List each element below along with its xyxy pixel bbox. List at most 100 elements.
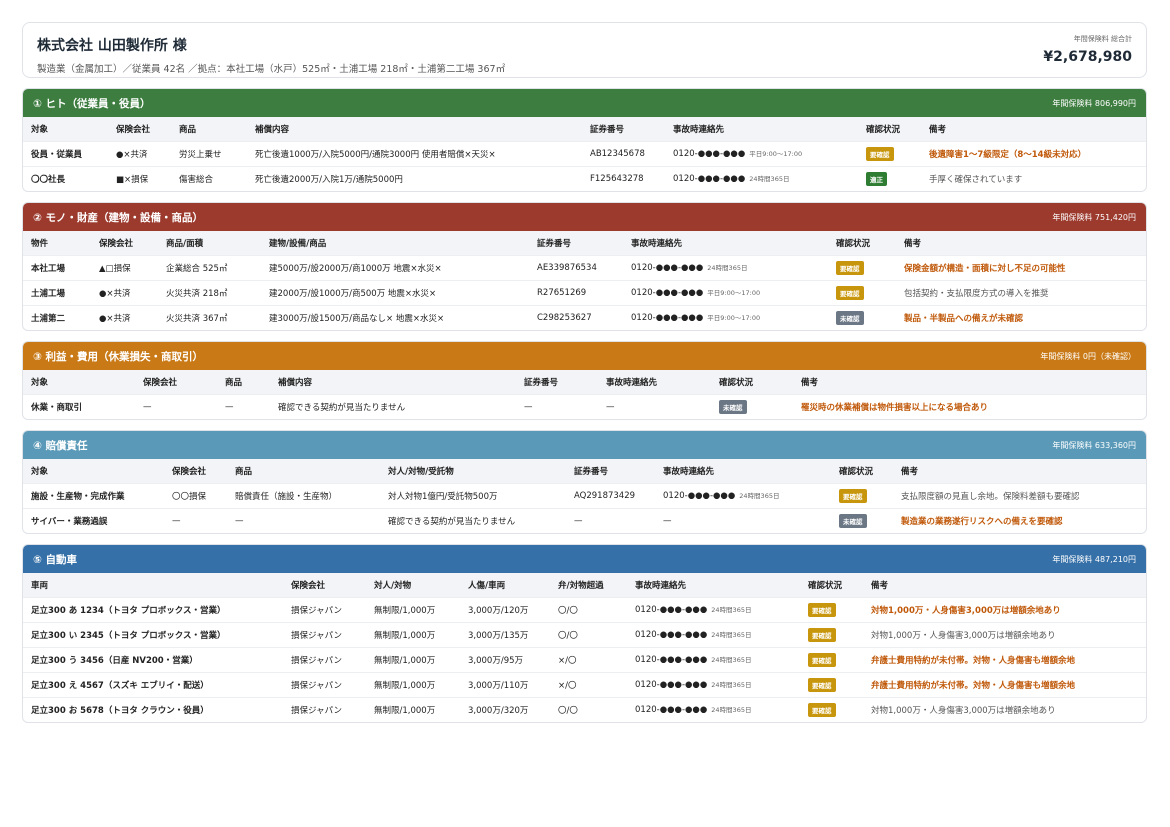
column-header: 事故時連絡先	[598, 370, 711, 394]
contact-cell: 0120-●●●-●●● 24時間365日	[627, 671, 800, 697]
contact-cell: 0120-●●●-●●● 平日9:00〜17:00	[665, 140, 858, 166]
coverage-table: 車両 保険会社 対人/対物 人傷/車両 弁/対物超過 事故時連絡先 確認状況 備考 足立300 …	[23, 573, 1146, 722]
contact-phone: 0120-●●●-●●●	[631, 263, 704, 273]
contact-cell: 0120-●●●-●●● 24時間365日	[623, 254, 828, 280]
remark-cell: 弁護士費用特約が未付帯。対物・人身傷害も増額余地	[863, 671, 1146, 697]
status-badge: 適正	[866, 171, 887, 186]
table-cell: サイバー・業務過誤	[23, 507, 164, 533]
column-header: 事故時連絡先	[655, 459, 831, 483]
section-4: ④ 賠償責任 年間保険料 633,360円 対象 保険会社 商品 対人/対物/受託物 証券番…	[22, 430, 1147, 534]
table-cell: 死亡後遺1000万/入院5000円/通院3000円 使用者賠償×天災×	[247, 140, 582, 166]
remark-cell: 包括契約・支払限度方式の導入を推奨	[896, 279, 1146, 305]
table-cell: 3,000万/110万	[460, 671, 550, 697]
contact-phone: 0120-●●●-●●●	[635, 705, 708, 716]
section-premium: 年間保険料 633,360円	[1052, 440, 1136, 450]
table-cell: 足立300 う 3456（日産 NV200・営業）	[23, 646, 283, 672]
table-cell: —	[164, 507, 227, 533]
table-cell: AQ291873429	[566, 482, 655, 508]
table-row: 本社工場 ▲□損保 企業総合 525㎡ 建5000万/設2000万/商1000万 地震…	[23, 254, 1146, 280]
column-header: 備考	[896, 231, 1146, 255]
column-header: 人傷/車両	[460, 573, 550, 597]
column-header: 対象	[23, 117, 108, 141]
remark-cell: 保険金額が構造・面積に対し不足の可能性	[896, 254, 1146, 280]
column-header: 対象	[23, 459, 164, 483]
table-cell: 足立300 え 4567（スズキ エブリイ・配送）	[23, 671, 283, 697]
table-cell: 本社工場	[23, 254, 91, 280]
section-3: ③ 利益・費用（休業損失・商取引） 年間保険料 0円（未確認） 対象 保険会社 商品 補償…	[22, 341, 1147, 420]
contact-hours: 24時間365日	[711, 631, 752, 639]
contact-hours: 平日9:00〜17:00	[707, 289, 761, 297]
status-cell: 要確認	[800, 646, 863, 672]
section-premium: 年間保険料 806,990円	[1052, 98, 1136, 108]
table-row: 休業・商取引 — — 確認できる契約が見当たりません — — 未確認 罹災時の休業補償は物件損…	[23, 393, 1146, 419]
table-cell: 3,000万/95万	[460, 646, 550, 672]
column-header: 商品/面積	[158, 231, 261, 255]
table-cell: 火災共済 367㎡	[158, 304, 261, 330]
table-cell: 〇〇損保	[164, 482, 227, 508]
column-header: 事故時連絡先	[627, 573, 800, 597]
column-header: 証券番号	[529, 231, 623, 255]
table-row: 役員・従業員 ●×共済 労災上乗せ 死亡後遺1000万/入院5000円/通院3000円…	[23, 140, 1146, 166]
column-header: 補償内容	[270, 370, 516, 394]
total-premium-label: 年間保険料 総合計	[1073, 35, 1132, 43]
table-cell: 無制限/1,000万	[366, 696, 460, 722]
table-cell: 無制限/1,000万	[366, 621, 460, 647]
table-cell: —	[227, 507, 380, 533]
table-cell: C298253627	[529, 304, 623, 330]
section-title: ⑤ 自動車	[33, 553, 78, 566]
table-cell: ×/〇	[550, 646, 627, 672]
column-header: 補償内容	[247, 117, 582, 141]
table-row: 足立300 お 5678（トヨタ クラウン・役員） 損保ジャパン 無制限/1,000…	[23, 696, 1146, 722]
section-title: ④ 賠償責任	[33, 439, 88, 452]
status-badge: 要確認	[808, 702, 836, 717]
table-cell: ×/〇	[550, 671, 627, 697]
section-premium: 年間保険料 0円（未確認）	[1040, 351, 1136, 361]
column-header: 保険会社	[91, 231, 158, 255]
column-header: 備考	[863, 573, 1146, 597]
contact-cell: 0120-●●●-●●● 24時間365日	[655, 482, 831, 508]
status-badge: 要確認	[808, 677, 836, 692]
total-premium-amount: ¥2,678,980	[1043, 49, 1132, 65]
remark-cell: 対物1,000万・人身傷害3,000万は増額余地あり	[863, 696, 1146, 722]
remark-cell: 後遺障害1〜7級限定（8〜14級未対応）	[921, 140, 1146, 166]
contact-hours: 24時間365日	[711, 681, 752, 689]
table-cell: 確認できる契約が見当たりません	[380, 507, 566, 533]
table-cell: 損保ジャパン	[283, 671, 366, 697]
remark-cell: 製造業の業務遂行リスクへの備えを要確認	[893, 507, 1146, 533]
table-cell: 傷害総合	[171, 165, 247, 191]
table-row: 足立300 あ 1234（トヨタ プロボックス・営業） 損保ジャパン 無制限/1,0…	[23, 596, 1146, 622]
table-cell: ●×共済	[108, 140, 171, 166]
table-row: サイバー・業務過誤 — — 確認できる契約が見当たりません — — 未確認 製造業の業務遂行リ…	[23, 507, 1146, 533]
table-cell: 火災共済 218㎡	[158, 279, 261, 305]
contact-cell: 0120-●●●-●●● 24時間365日	[627, 646, 800, 672]
contact-hours: 24時間365日	[749, 175, 790, 184]
contact-hours: 平日9:00〜17:00	[749, 150, 803, 158]
column-header: 商品	[227, 459, 380, 483]
contact-phone: 0120-●●●-●●●	[663, 491, 736, 501]
column-header: 確認状況	[828, 231, 896, 255]
contact-phone: 0120-●●●-●●●	[631, 313, 704, 324]
table-cell: 建3000万/設1500万/商品なし× 地震×水災×	[261, 304, 529, 330]
status-cell: 要確認	[800, 671, 863, 697]
remark-cell: 手厚く確保されています	[921, 165, 1146, 191]
contact-cell: 0120-●●●-●●● 24時間365日	[627, 596, 800, 622]
contact-phone: 0120-●●●-●●●	[635, 655, 708, 665]
status-cell: 要確認	[800, 696, 863, 722]
table-cell: 役員・従業員	[23, 140, 108, 166]
client-header: 株式会社 山田製作所 様 製造業（金属加工）／従業員 42名 ／拠点：本社工場（…	[22, 22, 1147, 78]
section-5: ⑤ 自動車 年間保険料 487,210円 車両 保険会社 対人/対物 人傷/車両 弁/対物超…	[22, 544, 1147, 723]
table-cell: 損保ジャパン	[283, 596, 366, 622]
total-premium: 年間保険料 総合計 ¥2,678,980	[1043, 34, 1132, 65]
status-cell: 適正	[858, 165, 921, 191]
table-cell: 建2000万/設1000万/商500万 地震×水災×	[261, 279, 529, 305]
status-cell: 要確認	[828, 279, 896, 305]
remark-cell: 罹災時の休業補償は物件損害以上になる場合あり	[793, 393, 1146, 419]
section-title: ③ 利益・費用（休業損失・商取引）	[33, 350, 204, 363]
column-header: 保険会社	[164, 459, 227, 483]
section-header: ⑤ 自動車 年間保険料 487,210円	[23, 545, 1146, 573]
contact-hours: 24時間365日	[739, 492, 780, 500]
table-cell: ●×共済	[91, 304, 158, 330]
column-header: 対人/対物	[366, 573, 460, 597]
coverage-table: 対象 保険会社 商品 補償内容 証券番号 事故時連絡先 確認状況 備考 休業・商取引 — — 確認でき…	[23, 370, 1146, 419]
contact-phone: —	[663, 515, 672, 526]
